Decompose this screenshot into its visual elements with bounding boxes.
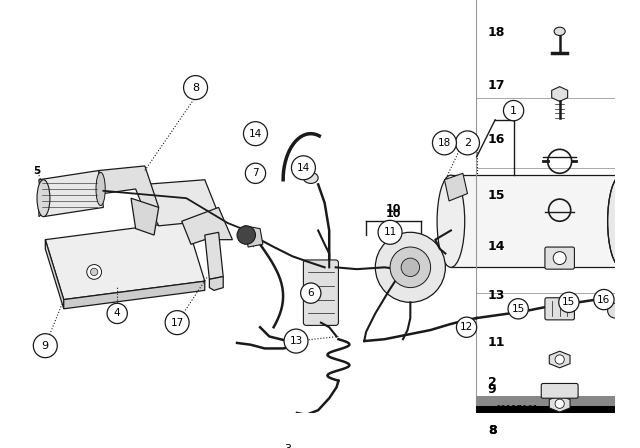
- Ellipse shape: [172, 427, 188, 436]
- Polygon shape: [476, 405, 615, 415]
- Text: 9: 9: [488, 383, 497, 396]
- Ellipse shape: [96, 172, 105, 206]
- Polygon shape: [45, 240, 64, 309]
- Text: 9: 9: [42, 340, 49, 351]
- Polygon shape: [451, 175, 621, 267]
- Ellipse shape: [168, 431, 181, 439]
- Circle shape: [291, 156, 316, 180]
- Ellipse shape: [437, 175, 465, 267]
- Text: 7: 7: [252, 168, 259, 178]
- Text: 18: 18: [488, 26, 505, 39]
- Polygon shape: [99, 166, 159, 212]
- Ellipse shape: [303, 172, 318, 183]
- Polygon shape: [182, 207, 232, 244]
- Ellipse shape: [37, 180, 50, 217]
- Circle shape: [456, 131, 479, 155]
- Text: 11: 11: [383, 227, 397, 237]
- Polygon shape: [552, 86, 568, 101]
- Text: 00127061: 00127061: [495, 405, 538, 414]
- Text: 14: 14: [297, 163, 310, 173]
- Polygon shape: [39, 194, 45, 217]
- Text: 14: 14: [249, 129, 262, 139]
- Circle shape: [508, 299, 529, 319]
- Circle shape: [243, 122, 268, 146]
- Circle shape: [284, 329, 308, 353]
- Text: 17: 17: [488, 79, 505, 92]
- Text: 17: 17: [170, 318, 184, 327]
- Circle shape: [607, 303, 622, 318]
- Circle shape: [33, 334, 58, 358]
- Circle shape: [276, 437, 300, 448]
- Circle shape: [165, 310, 189, 335]
- Text: 3: 3: [284, 444, 291, 448]
- Circle shape: [390, 247, 431, 288]
- Text: 18: 18: [438, 138, 451, 148]
- Polygon shape: [209, 276, 223, 290]
- Text: 11: 11: [488, 336, 505, 349]
- Text: 13: 13: [289, 336, 303, 346]
- Text: 2: 2: [464, 138, 471, 148]
- Circle shape: [184, 76, 207, 99]
- Polygon shape: [549, 396, 570, 412]
- Polygon shape: [145, 180, 223, 226]
- Ellipse shape: [554, 27, 565, 35]
- FancyBboxPatch shape: [545, 298, 575, 320]
- Polygon shape: [444, 173, 467, 201]
- Circle shape: [555, 399, 564, 409]
- Polygon shape: [244, 226, 263, 247]
- Circle shape: [301, 283, 321, 303]
- Circle shape: [456, 317, 477, 337]
- Text: 5: 5: [33, 165, 40, 176]
- Circle shape: [555, 355, 564, 364]
- Circle shape: [504, 100, 524, 121]
- Text: 8: 8: [488, 424, 497, 437]
- Text: 15: 15: [511, 304, 525, 314]
- Circle shape: [107, 303, 127, 323]
- Circle shape: [90, 268, 98, 276]
- FancyBboxPatch shape: [303, 260, 339, 325]
- Polygon shape: [39, 171, 104, 217]
- Text: 8: 8: [192, 82, 199, 93]
- Text: 13: 13: [488, 289, 505, 302]
- Ellipse shape: [607, 175, 636, 267]
- Text: 14: 14: [488, 240, 505, 253]
- Text: 10: 10: [386, 204, 401, 214]
- Circle shape: [87, 265, 102, 279]
- Circle shape: [375, 233, 445, 302]
- FancyBboxPatch shape: [545, 247, 575, 269]
- Text: 1: 1: [510, 106, 517, 116]
- Circle shape: [245, 163, 266, 183]
- Polygon shape: [549, 351, 570, 368]
- Polygon shape: [131, 198, 159, 235]
- Text: 4: 4: [114, 308, 120, 319]
- Text: 8: 8: [488, 424, 497, 437]
- Polygon shape: [476, 396, 615, 405]
- Circle shape: [594, 289, 614, 310]
- Text: 16: 16: [488, 133, 505, 146]
- Text: 6: 6: [307, 288, 314, 298]
- Text: 10: 10: [386, 209, 401, 219]
- Circle shape: [401, 258, 420, 276]
- FancyBboxPatch shape: [541, 383, 578, 398]
- Polygon shape: [64, 281, 205, 309]
- Circle shape: [553, 252, 566, 265]
- Circle shape: [378, 220, 402, 244]
- Text: 12: 12: [460, 322, 473, 332]
- Circle shape: [433, 131, 456, 155]
- Text: 15: 15: [563, 297, 575, 307]
- Text: 16: 16: [597, 295, 611, 305]
- Text: 2: 2: [488, 376, 497, 389]
- Polygon shape: [45, 221, 205, 300]
- Circle shape: [237, 226, 255, 244]
- Text: 15: 15: [488, 189, 505, 202]
- Polygon shape: [205, 233, 223, 279]
- Circle shape: [559, 292, 579, 313]
